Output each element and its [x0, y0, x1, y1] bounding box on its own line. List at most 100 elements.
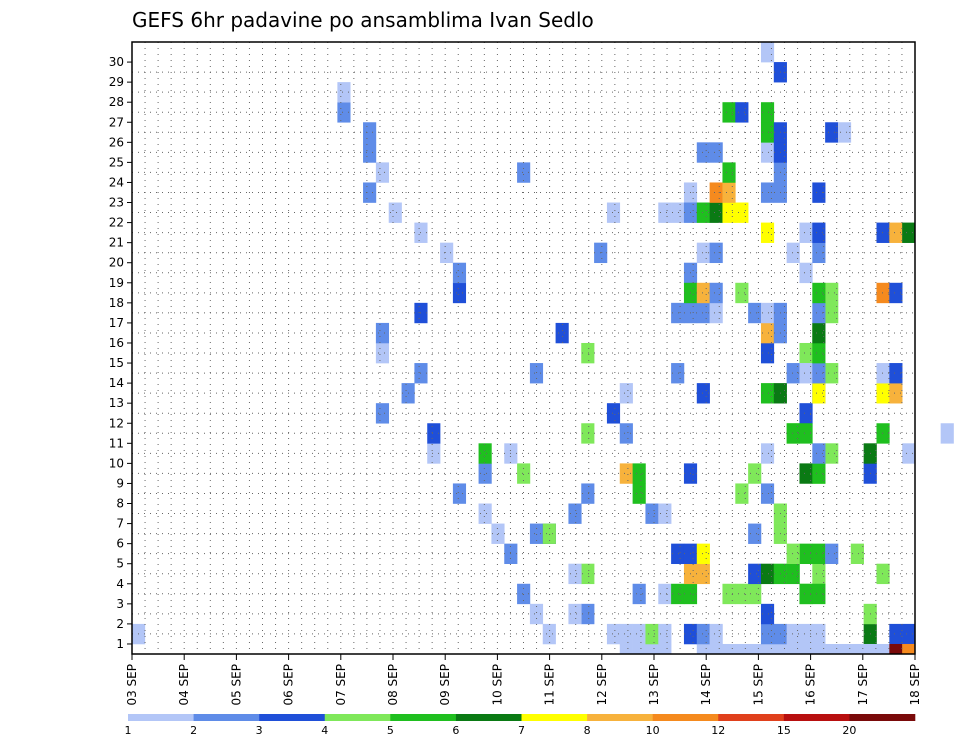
precip-cell [671, 543, 685, 565]
precip-cell [876, 643, 890, 655]
precip-cell [812, 563, 826, 585]
y-tick-label: 19 [109, 276, 124, 290]
precip-cell [760, 322, 775, 344]
precip-cell [735, 282, 749, 304]
precip-cell [696, 142, 710, 163]
y-tick-label: 1 [116, 637, 124, 651]
precip-cell [478, 443, 492, 464]
precip-cell [799, 623, 813, 645]
colorbar-swatch [783, 714, 850, 721]
colorbar-swatch [521, 714, 588, 721]
precip-cell [825, 302, 839, 324]
x-tick-label: 09 SEP [438, 664, 452, 706]
precip-cell [812, 643, 826, 655]
precip-cell [696, 282, 710, 304]
precip-cell [709, 623, 723, 645]
precip-cell [375, 342, 390, 364]
precip-cell [645, 503, 659, 524]
precip-cell [555, 322, 569, 344]
precip-cell [671, 302, 685, 324]
precip-cell [902, 222, 916, 243]
precip-cell [337, 102, 351, 123]
precip-cell [696, 623, 710, 645]
precip-cell [760, 222, 775, 243]
precip-cell [799, 643, 813, 655]
precip-cell [722, 102, 736, 123]
precip-cell [671, 202, 685, 223]
precip-cell [799, 463, 813, 484]
precip-cell [889, 363, 903, 384]
precip-cell [671, 363, 685, 384]
precip-cell [619, 623, 633, 645]
precip-cell [658, 643, 672, 655]
precip-cell [825, 443, 839, 464]
precip-cell [902, 643, 916, 655]
precip-cell [517, 162, 531, 183]
precip-cell [722, 162, 736, 183]
y-tick-label: 25 [109, 155, 124, 169]
precip-cell [709, 182, 723, 203]
dotted-grid [131, 42, 916, 655]
precip-cell [568, 603, 582, 625]
precip-cell [786, 242, 800, 264]
colorbar-label: 20 [842, 724, 856, 737]
precip-cell [760, 102, 775, 123]
plot-border [131, 41, 916, 655]
precip-cell [876, 363, 890, 384]
precip-cell [760, 142, 775, 163]
x-tick-label: 03 SEP [125, 664, 139, 706]
precip-cell [748, 563, 762, 585]
precip-cell [889, 623, 903, 645]
precip-cell [799, 222, 813, 243]
precip-cell [709, 643, 723, 655]
y-tick-label: 17 [109, 316, 124, 330]
precip-cell [760, 342, 775, 364]
precip-cell [645, 643, 659, 655]
precip-cell [388, 202, 402, 223]
precip-cell [363, 182, 377, 203]
precip-cell [773, 643, 787, 655]
precip-cell [825, 363, 839, 384]
y-tick-label: 11 [109, 436, 124, 450]
precip-cell [940, 423, 954, 444]
precip-cell [696, 563, 710, 585]
precip-cell [606, 623, 621, 645]
precip-cell [696, 202, 710, 223]
precip-cell [658, 623, 672, 645]
precip-cell [786, 543, 800, 565]
precip-cell [478, 463, 492, 484]
colorbar-swatch [587, 714, 653, 721]
x-tick-label: 14 SEP [699, 664, 713, 706]
precip-cell [825, 282, 839, 304]
precip-cell [722, 643, 736, 655]
precip-cell [696, 242, 710, 264]
precip-cell [889, 383, 903, 404]
y-tick-label: 4 [116, 577, 124, 591]
y-tick-label: 13 [109, 396, 124, 410]
precip-cell [799, 423, 813, 444]
precip-cell [799, 403, 813, 424]
y-tick-label: 16 [109, 336, 124, 350]
y-tick-label: 27 [109, 115, 124, 129]
x-tick-label: 10 SEP [490, 664, 504, 706]
precip-cell [812, 282, 826, 304]
precip-cell [529, 363, 544, 384]
precip-cell [748, 643, 762, 655]
precip-cell [889, 222, 903, 243]
precip-cell [337, 82, 351, 103]
precip-cell [786, 623, 800, 645]
precip-cell [658, 583, 672, 605]
colorbar-swatch [718, 714, 785, 721]
precip-cell [825, 122, 839, 143]
colorbar-label: 6 [452, 724, 459, 737]
precip-cell [902, 443, 916, 464]
precip-cell [632, 623, 646, 645]
precip-cell [812, 543, 826, 565]
precip-cell [760, 383, 775, 404]
precip-cell [619, 383, 633, 404]
colorbar-label: 5 [387, 724, 394, 737]
precip-cell [722, 202, 736, 223]
precip-cell [889, 643, 903, 655]
precip-cell [760, 182, 775, 203]
precip-cell [825, 543, 839, 565]
